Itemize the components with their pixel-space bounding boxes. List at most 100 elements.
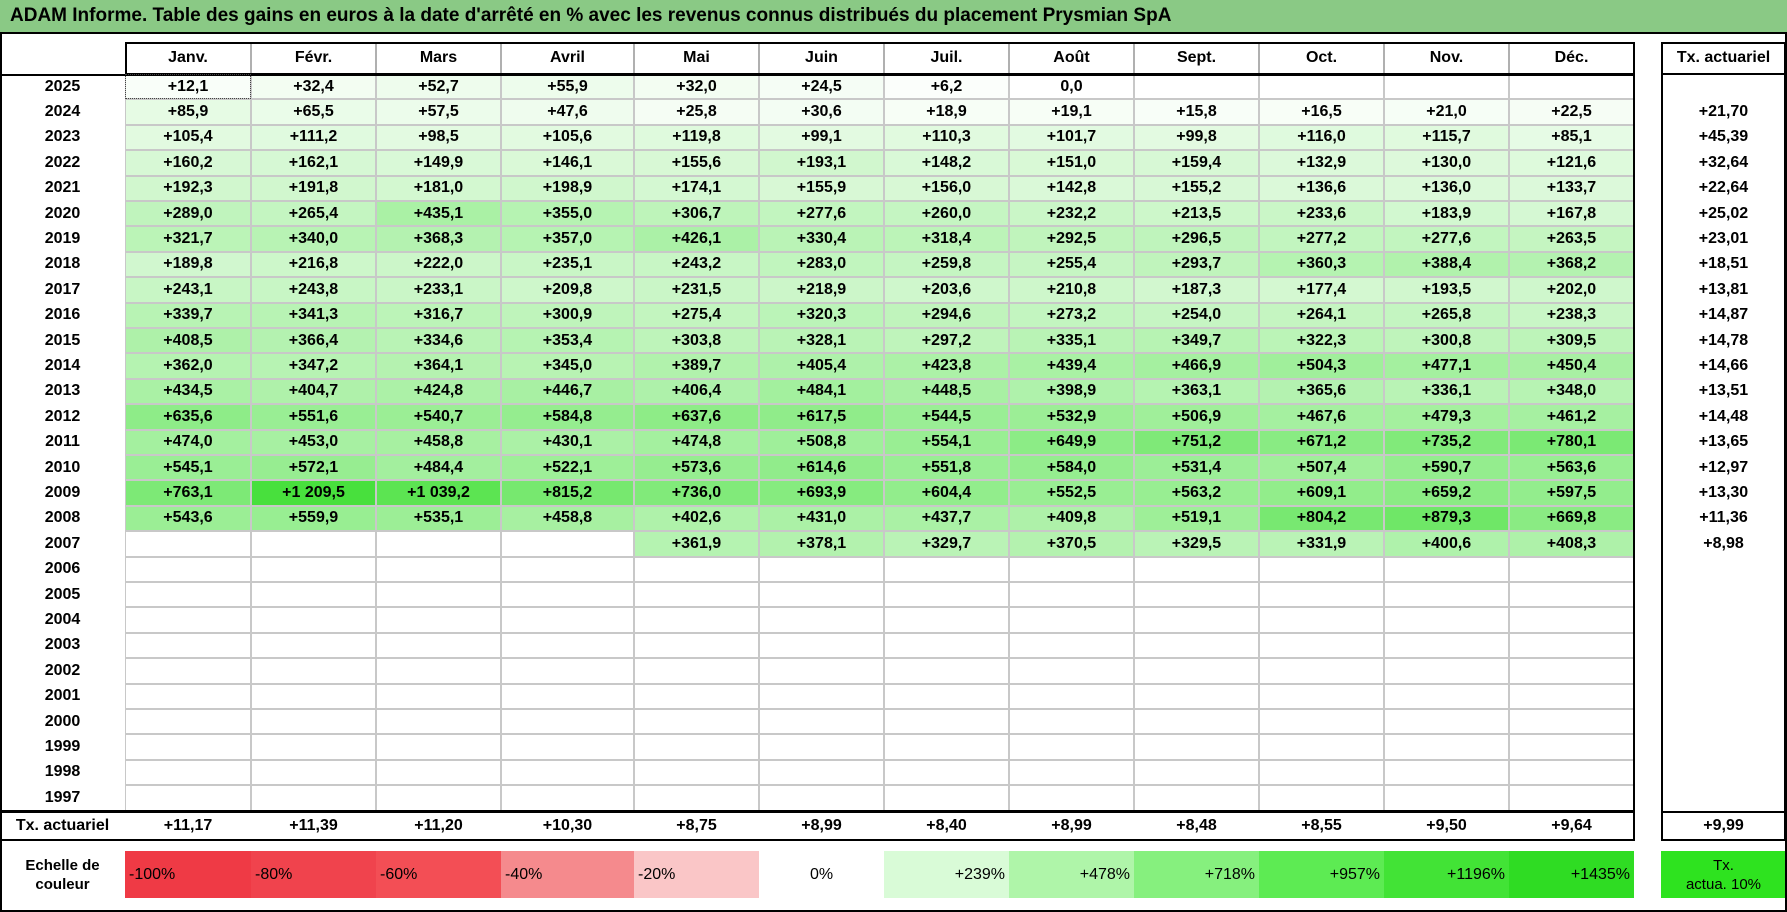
table-cell <box>501 734 634 760</box>
footer-cell: +8,75 <box>676 817 717 834</box>
table-cell <box>376 734 501 760</box>
year-label: 1998 <box>44 763 81 781</box>
table-cell: +408,5 <box>125 328 251 354</box>
ta-cell: +13,81 <box>1698 280 1749 298</box>
table-cell: +222,0 <box>376 251 501 278</box>
table-cell: +260,0 <box>884 201 1009 227</box>
table-cell <box>501 582 634 608</box>
ta-cell: +13,30 <box>1698 484 1749 502</box>
table-cell <box>1384 785 1509 811</box>
year-label: 2012 <box>44 407 81 425</box>
table-cell: +192,3 <box>125 175 251 201</box>
table-cell <box>759 632 884 659</box>
table-cell: +177,4 <box>1259 277 1384 303</box>
table-cell: +330,4 <box>759 226 884 252</box>
year-label: 1997 <box>44 788 81 806</box>
year-label: 2008 <box>44 509 81 527</box>
table-cell <box>759 709 884 735</box>
table-cell: +735,2 <box>1384 429 1509 455</box>
year-label: 2005 <box>44 585 81 603</box>
ta-cell: +18,51 <box>1698 255 1749 273</box>
table-cell: +316,7 <box>376 302 501 328</box>
table-cell: +101,7 <box>1009 124 1134 151</box>
table-cell: +474,8 <box>634 429 759 455</box>
table-cell <box>1134 632 1259 659</box>
table-cell: +105,6 <box>501 124 634 151</box>
table-cell: +24,5 <box>759 74 884 100</box>
table-cell: +32,4 <box>251 74 376 100</box>
table-cell: +263,5 <box>1509 226 1634 252</box>
footer-label: Tx. actuariel <box>15 817 110 834</box>
table-cell <box>125 556 251 582</box>
table-cell <box>1134 556 1259 582</box>
table-cell: +649,9 <box>1009 429 1134 455</box>
table-cell <box>1259 658 1384 684</box>
table-cell: +213,5 <box>1134 201 1259 227</box>
table-cell: +349,7 <box>1134 328 1259 354</box>
table-cell <box>376 658 501 684</box>
table-cell: +693,9 <box>759 480 884 506</box>
month-header: Déc. <box>1509 42 1634 74</box>
table-cell: +348,0 <box>1509 378 1634 405</box>
footer-cell: +9,50 <box>1426 817 1467 834</box>
table-cell: +85,9 <box>125 99 251 125</box>
table-cell <box>1509 734 1634 760</box>
legend-swatch: -40% <box>501 851 634 898</box>
year-label: 2000 <box>44 712 81 730</box>
table-cell <box>1009 582 1134 608</box>
ta-cell <box>1661 785 1786 810</box>
table-cell: +162,1 <box>251 150 376 176</box>
legend-swatch: -80% <box>251 851 376 898</box>
table-cell: +25,8 <box>634 99 759 125</box>
table-cell <box>1384 632 1509 659</box>
table-cell: +434,5 <box>125 378 251 405</box>
table-cell <box>884 759 1009 786</box>
table-cell: +389,7 <box>634 353 759 379</box>
table-cell: +119,8 <box>634 124 759 151</box>
table-cell <box>251 709 376 735</box>
table-cell <box>501 556 634 582</box>
table-cell: +235,1 <box>501 251 634 278</box>
year-label: 2017 <box>44 280 81 298</box>
table-cell <box>1009 759 1134 786</box>
footer-cell: +8,55 <box>1301 817 1342 834</box>
table-cell: +479,3 <box>1384 404 1509 430</box>
table-cell: +322,3 <box>1259 328 1384 354</box>
table-cell: +110,3 <box>884 124 1009 151</box>
month-header: Janv. <box>125 42 251 74</box>
table-cell: +151,0 <box>1009 150 1134 176</box>
table-cell: +804,2 <box>1259 505 1384 532</box>
table-cell: +423,8 <box>884 353 1009 379</box>
table-cell: +174,1 <box>634 175 759 201</box>
table-cell <box>501 632 634 659</box>
legend-swatch: +1435% <box>1509 851 1634 898</box>
month-header: Mai <box>634 42 759 74</box>
table-cell: +554,1 <box>884 429 1009 455</box>
ta-cell: +14,78 <box>1698 331 1749 349</box>
table-cell <box>1384 658 1509 684</box>
table-cell: +466,9 <box>1134 353 1259 379</box>
year-label: 2016 <box>44 306 81 324</box>
table-cell: +216,8 <box>251 251 376 278</box>
year-label: 2019 <box>44 230 81 248</box>
table-cell <box>501 683 634 709</box>
table-cell: +357,0 <box>501 226 634 252</box>
table-cell <box>501 709 634 735</box>
table-cell: +6,2 <box>884 74 1009 100</box>
ta-cell <box>1661 607 1786 632</box>
table-cell: +345,0 <box>501 353 634 379</box>
table-cell: +751,2 <box>1134 429 1259 455</box>
ta-cell: +32,64 <box>1698 153 1749 171</box>
table-cell: +259,8 <box>884 251 1009 278</box>
table-cell: +430,1 <box>501 429 634 455</box>
table-cell: +303,8 <box>634 328 759 354</box>
table-cell: +32,0 <box>634 74 759 100</box>
table-cell: +659,2 <box>1384 480 1509 506</box>
table-cell: +187,3 <box>1134 277 1259 303</box>
table-cell: +461,2 <box>1509 404 1634 430</box>
table-cell: +522,1 <box>501 455 634 481</box>
table-cell: +55,9 <box>501 74 634 100</box>
table-cell: +329,5 <box>1134 531 1259 557</box>
table-cell <box>759 734 884 760</box>
